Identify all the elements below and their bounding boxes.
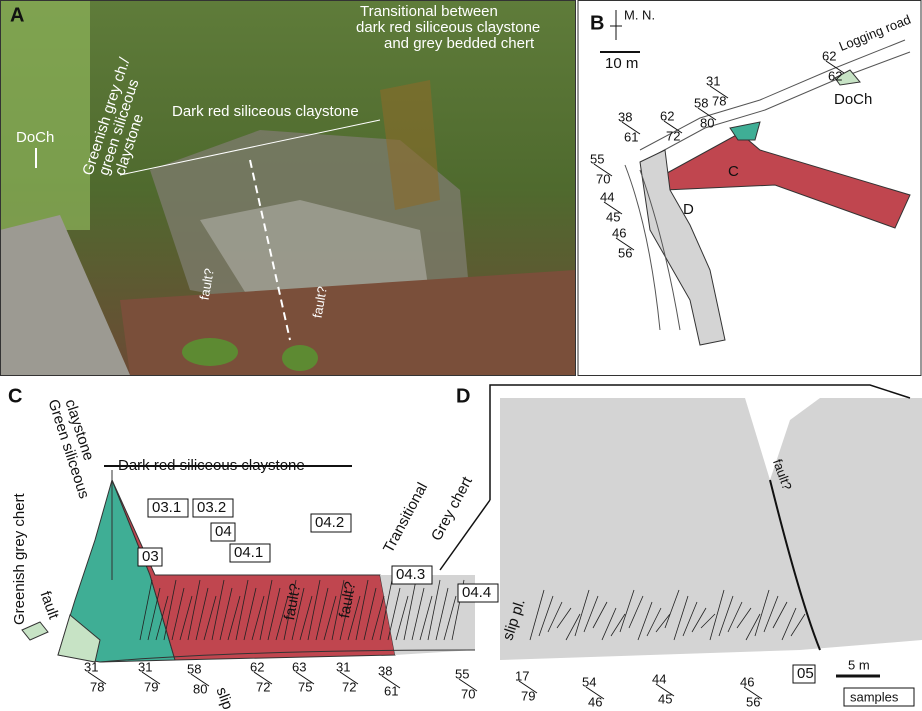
attitude-value: 56 — [746, 694, 760, 709]
attitude-value: 70 — [461, 686, 475, 701]
attitude-value: 62 — [250, 659, 264, 674]
attitude-value: 55 — [455, 666, 469, 681]
sample-label: 04.2 — [315, 514, 344, 531]
attitude-value: 38 — [378, 663, 392, 678]
attitude-value: 44 — [600, 189, 614, 204]
attitude-value: 38 — [618, 109, 632, 124]
label: C — [728, 163, 739, 180]
attitude-value: 61 — [624, 129, 638, 144]
label: 5 m — [848, 657, 870, 672]
attitude-value: 72 — [666, 128, 680, 143]
attitude-value: 70 — [596, 171, 610, 186]
panel-label: D — [456, 385, 470, 407]
sample-label: 05 — [797, 665, 814, 682]
rotated-label: fault — [37, 589, 63, 622]
label: DoCh — [16, 129, 54, 146]
attitude-value: 31 — [706, 73, 720, 88]
label: M. N. — [624, 7, 655, 22]
attitude-value: 79 — [521, 688, 535, 703]
attitude-value: 75 — [298, 679, 312, 694]
attitude-value: 63 — [292, 659, 306, 674]
attitude-value: 58 — [187, 661, 201, 676]
panel-label: B — [590, 12, 604, 34]
attitude-value: 31 — [138, 659, 152, 674]
panel-label: A — [10, 4, 24, 26]
sample-label: 03.1 — [152, 499, 181, 516]
photo-panel — [0, 0, 575, 375]
attitude-value: 80 — [700, 115, 714, 130]
attitude-value: 17 — [515, 668, 529, 683]
attitude-value: 78 — [90, 679, 104, 694]
sample-label: 03 — [142, 548, 159, 565]
attitude-value: 46 — [588, 694, 602, 709]
sample-label: 03.2 — [197, 499, 226, 516]
rotated-label: Transitional — [380, 480, 431, 556]
panel-label: C — [8, 385, 22, 407]
attitude-value: 55 — [590, 151, 604, 166]
attitude-value: 31 — [84, 659, 98, 674]
label: Logging road — [837, 12, 913, 54]
label: Dark red siliceous claystone — [172, 103, 359, 120]
label: Transitional between — [360, 3, 498, 20]
attitude-value: 72 — [256, 679, 270, 694]
attitude-value: 80 — [193, 681, 207, 696]
attitude-value: 62 — [660, 108, 674, 123]
map — [600, 10, 910, 345]
attitude-value: 45 — [606, 209, 620, 224]
rotated-label: slip pl. — [213, 685, 244, 711]
attitude-value: 79 — [144, 679, 158, 694]
attitude-value: 62 — [828, 68, 842, 83]
label: 10 m — [605, 55, 638, 72]
attitude-value: 58 — [694, 95, 708, 110]
sample-label: 04.3 — [396, 566, 425, 583]
attitude-value: 46 — [612, 225, 626, 240]
sample-label: 04.1 — [234, 544, 263, 561]
label: D — [683, 201, 694, 218]
rotated-label: Greenish grey chert — [11, 492, 28, 625]
attitude-value: 45 — [658, 691, 672, 706]
figure: ADoChGreenish grey ch./green siliceouscl… — [0, 0, 922, 711]
sample-label: 04 — [215, 523, 232, 540]
attitude-value: 56 — [618, 245, 632, 260]
attitude-value: 78 — [712, 93, 726, 108]
label: DoCh — [834, 91, 872, 108]
label: and grey bedded chert — [384, 35, 535, 52]
sample-label: 04.4 — [462, 584, 491, 601]
attitude-value: 31 — [336, 659, 350, 674]
attitude-value: 72 — [342, 679, 356, 694]
attitude-value: 44 — [652, 671, 666, 686]
attitude-value: 54 — [582, 674, 596, 689]
legend-label: samples — [850, 689, 899, 704]
label: dark red siliceous claystone — [356, 19, 540, 36]
attitude-value: 61 — [384, 683, 398, 698]
attitude-value: 62 — [822, 48, 836, 63]
rotated-label: Grey chert — [428, 473, 476, 544]
attitude-value: 46 — [740, 674, 754, 689]
